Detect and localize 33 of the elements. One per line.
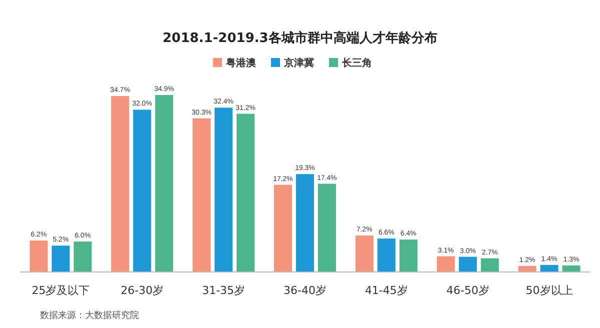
- x-tick-label: 41-45岁: [364, 284, 408, 297]
- x-tick-label: 50岁以上: [526, 284, 573, 297]
- bar: [133, 110, 152, 272]
- bar: [518, 266, 536, 272]
- bar: [399, 240, 418, 272]
- bar: [540, 264, 558, 272]
- x-tick-label: 25岁及以下: [32, 284, 90, 297]
- bar: [436, 256, 455, 272]
- x-tick-label: 46-50岁: [446, 284, 490, 297]
- x-tick-label: 31-35岁: [202, 284, 246, 297]
- bar: [236, 114, 255, 272]
- bar: [480, 258, 499, 272]
- bar: [377, 238, 396, 272]
- x-tick-label: 36-40岁: [284, 284, 326, 297]
- bar: [52, 246, 70, 272]
- bar: [458, 256, 477, 272]
- bar: [296, 174, 314, 272]
- legend-label: 京津冀: [283, 57, 314, 69]
- bar: [192, 118, 211, 272]
- bar: [155, 95, 174, 272]
- chart-title: 2018.1-2019.3各城市群中高端人才年龄分布: [162, 30, 438, 46]
- bar: [214, 108, 233, 272]
- bar: [30, 240, 48, 272]
- bar: [111, 96, 130, 272]
- legend-label: 粤港澳: [225, 57, 256, 69]
- bar: [274, 184, 292, 272]
- source-note: 数据来源：大数据研究院: [40, 310, 139, 321]
- bar: [355, 235, 374, 272]
- legend-label: 长三角: [341, 57, 372, 69]
- bar: [74, 242, 92, 272]
- bar: [318, 184, 336, 272]
- x-tick-label: 26-30岁: [120, 284, 164, 297]
- bar: [562, 265, 580, 272]
